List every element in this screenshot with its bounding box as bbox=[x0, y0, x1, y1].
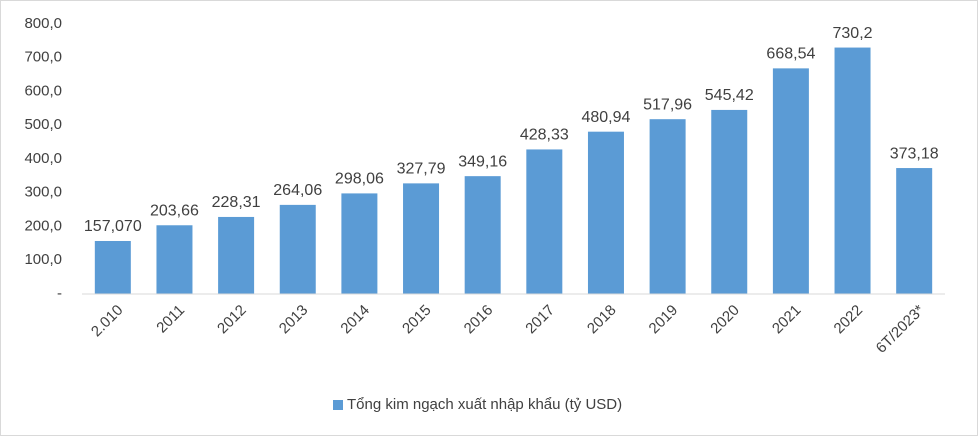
y-tick-label: 500,0 bbox=[24, 116, 62, 133]
bar bbox=[156, 225, 193, 294]
bar bbox=[711, 109, 748, 295]
data-label: 203,66 bbox=[150, 202, 199, 219]
bar bbox=[279, 204, 316, 294]
y-tick-label: - bbox=[57, 285, 62, 302]
y-tick-label: 100,0 bbox=[24, 251, 62, 268]
data-label: 428,33 bbox=[520, 127, 569, 144]
bar bbox=[218, 216, 255, 294]
bar bbox=[772, 68, 809, 294]
y-tick-label: 700,0 bbox=[24, 49, 62, 66]
y-tick-label: 200,0 bbox=[24, 217, 62, 234]
data-label: 668,54 bbox=[766, 46, 815, 63]
y-tick-label: 300,0 bbox=[24, 184, 62, 201]
bar bbox=[341, 193, 378, 294]
data-label: 298,06 bbox=[335, 171, 384, 188]
data-label: 228,31 bbox=[212, 194, 261, 211]
y-tick-label: 600,0 bbox=[24, 82, 62, 99]
y-tick-label: 800,0 bbox=[24, 15, 62, 32]
data-label: 545,42 bbox=[705, 87, 754, 104]
data-label: 517,96 bbox=[643, 96, 692, 113]
data-label: 730,2 bbox=[833, 25, 873, 42]
legend-swatch bbox=[333, 400, 343, 410]
bar bbox=[526, 149, 563, 294]
bar bbox=[649, 119, 686, 294]
legend-label: Tổng kim ngạch xuất nhập khẩu (tỷ USD) bbox=[347, 396, 622, 413]
data-label: 327,79 bbox=[397, 161, 446, 178]
bar bbox=[94, 240, 131, 294]
data-label: 373,18 bbox=[890, 145, 939, 162]
bar bbox=[403, 183, 440, 294]
bar bbox=[834, 47, 871, 295]
data-label: 157,070 bbox=[84, 218, 142, 235]
bar bbox=[896, 168, 933, 294]
data-label: 264,06 bbox=[273, 182, 322, 199]
data-label: 480,94 bbox=[581, 109, 630, 126]
bar bbox=[464, 176, 501, 294]
y-tick-label: 400,0 bbox=[24, 150, 62, 167]
bar bbox=[587, 131, 624, 294]
data-label: 349,16 bbox=[458, 153, 507, 170]
